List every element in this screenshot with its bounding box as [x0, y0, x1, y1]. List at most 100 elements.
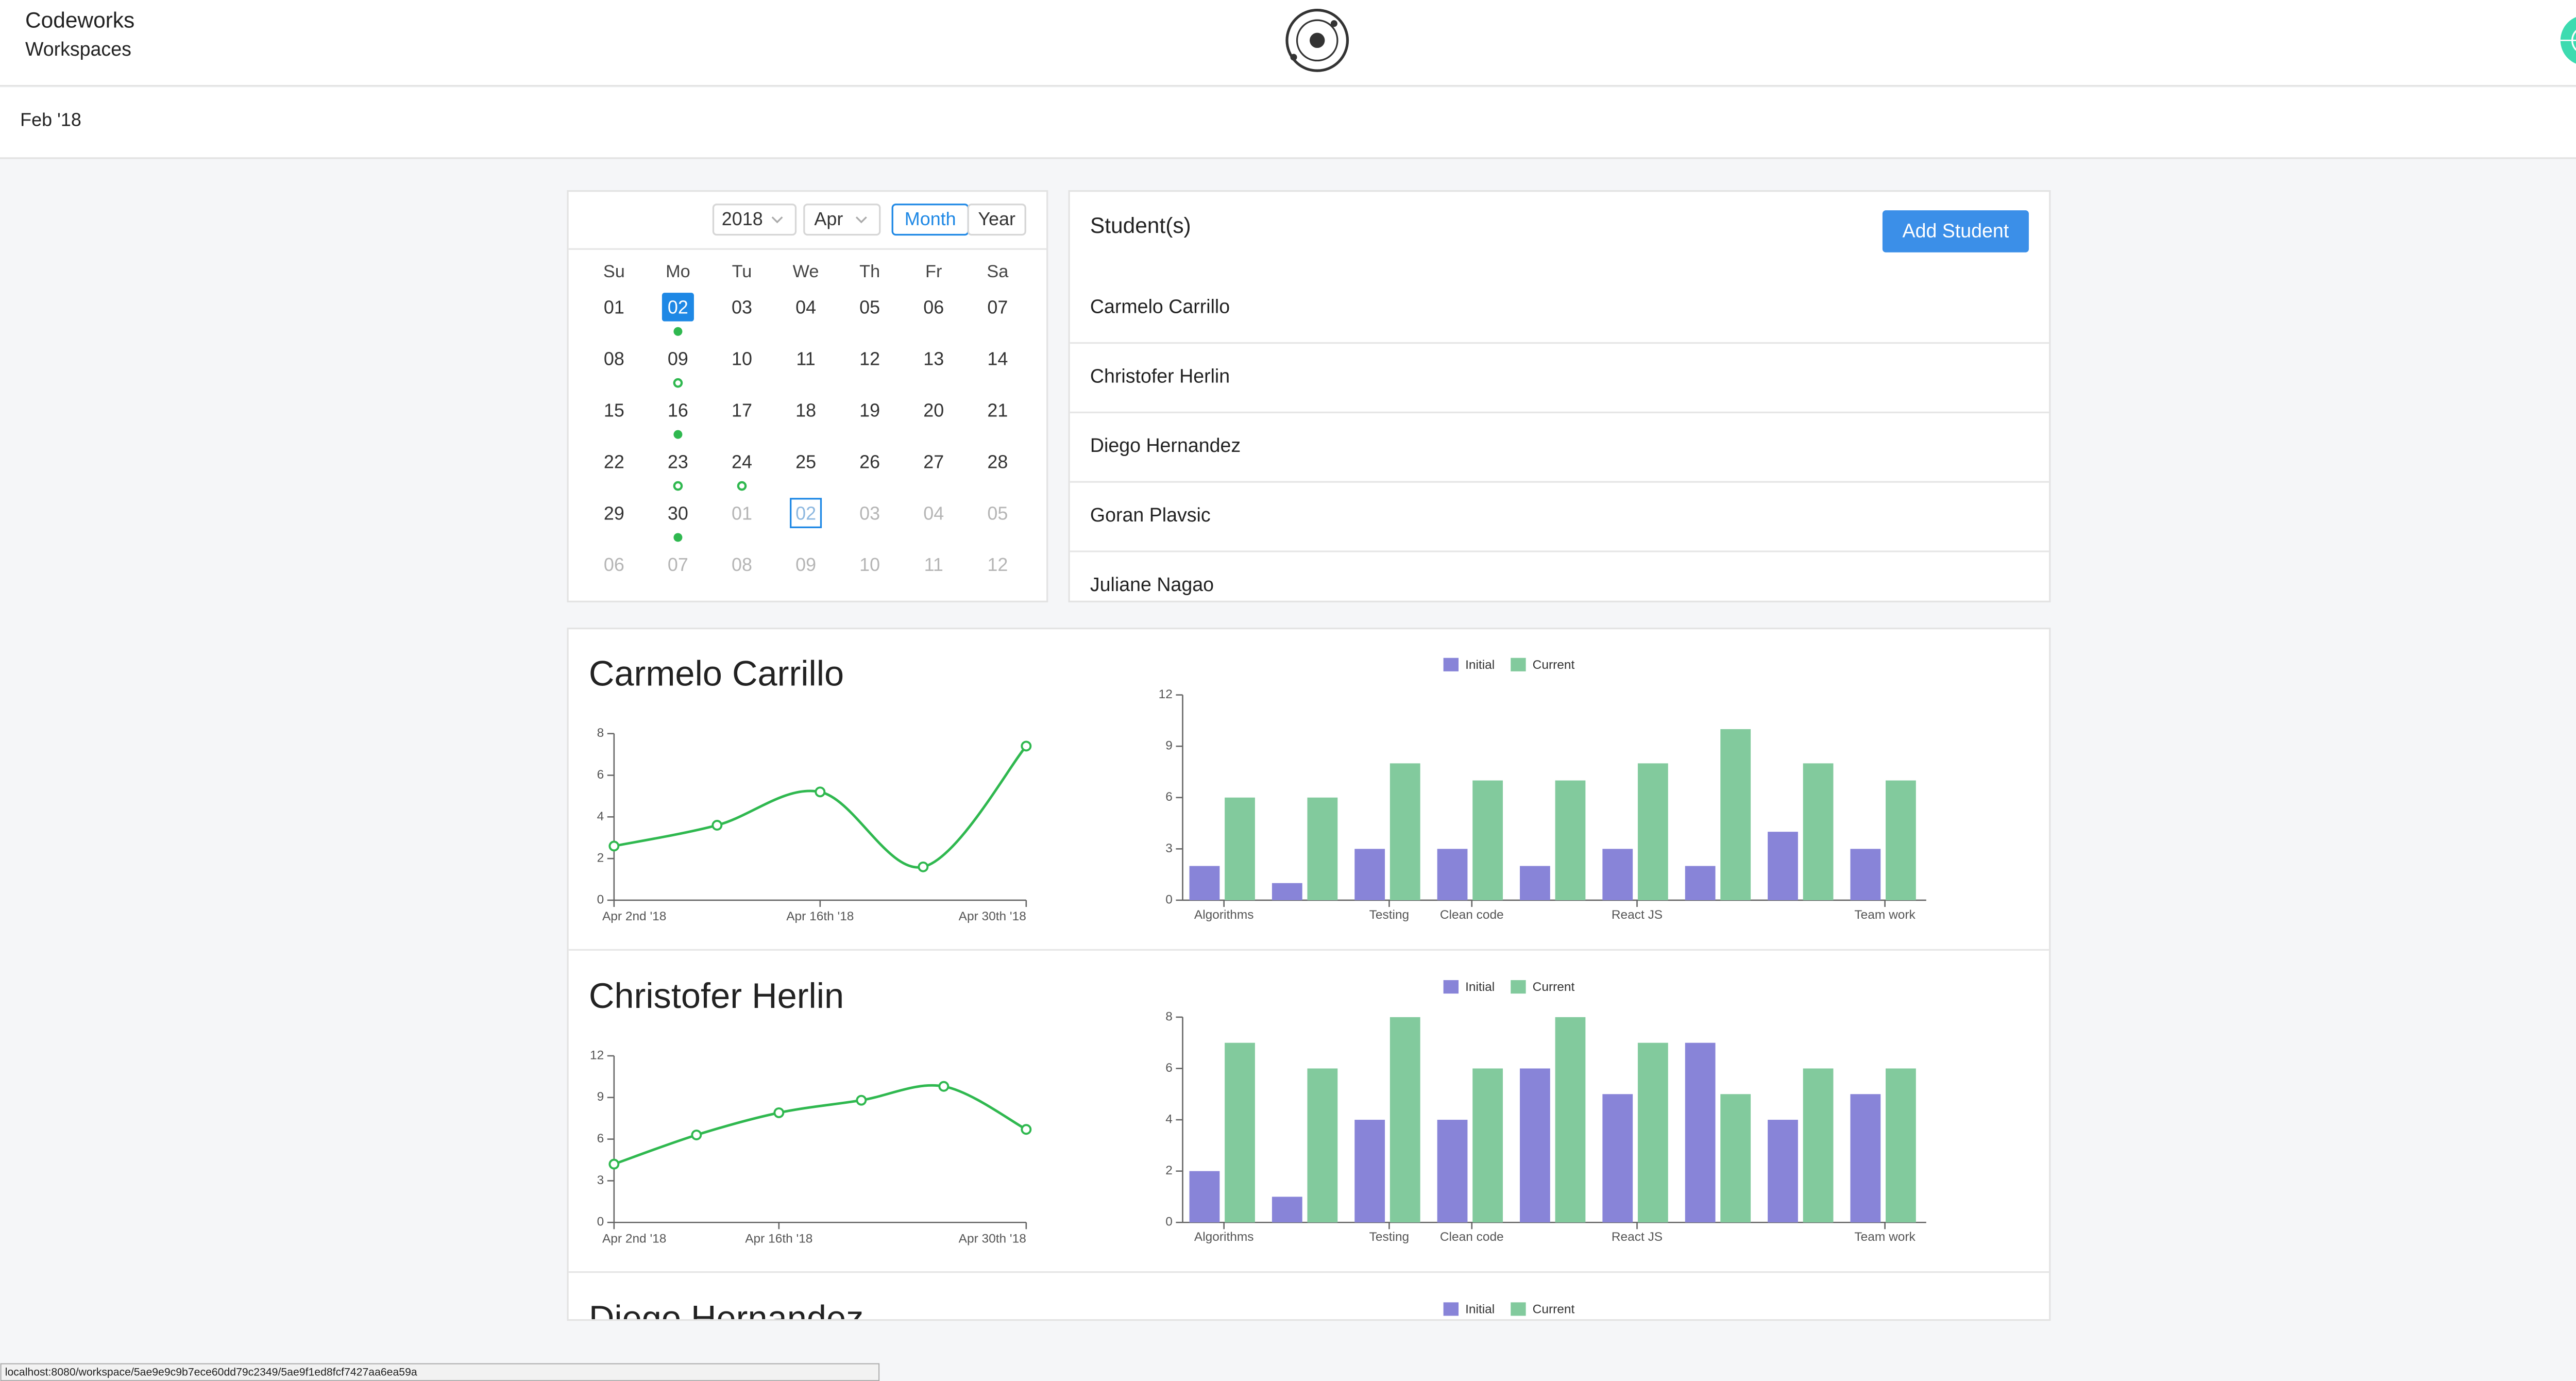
weekday-label: Su	[603, 262, 625, 281]
calendar-day[interactable]: 11	[796, 348, 815, 369]
y-tick-label: 3	[1165, 841, 1173, 855]
bar	[1685, 1042, 1716, 1223]
calendar-day[interactable]: 06	[604, 554, 624, 575]
x-tick-label: React JS	[1612, 1230, 1663, 1244]
calendar-day[interactable]: 05	[987, 502, 1008, 524]
status-url: localhost:8080/workspace/5ae9e9c9b7ece60…	[5, 1366, 417, 1378]
x-tick-label: Testing	[1369, 1230, 1410, 1244]
y-tick-label: 0	[597, 1215, 604, 1229]
outlined-day[interactable]	[790, 498, 822, 528]
bar	[1637, 1042, 1668, 1223]
selected-day[interactable]	[662, 293, 694, 322]
view-toggle-label[interactable]: Month	[905, 208, 956, 229]
student-card-name: Christofer Herlin	[589, 976, 844, 1016]
student-name[interactable]: Christofer Herlin	[1090, 365, 1230, 386]
calendar-day[interactable]: 27	[923, 451, 944, 472]
calendar-day[interactable]: 08	[604, 348, 624, 369]
bar	[1720, 1094, 1751, 1223]
month-select[interactable]	[803, 204, 881, 236]
app-title[interactable]: Codeworks	[25, 8, 134, 32]
bar	[1803, 1068, 1834, 1223]
point	[691, 1130, 702, 1140]
bar	[1389, 1017, 1420, 1223]
bar	[1720, 729, 1751, 900]
calendar-day[interactable]: 23	[668, 451, 688, 472]
add-student-button[interactable]	[1882, 210, 2029, 252]
y-tick-label: 12	[1159, 687, 1173, 701]
calendar-day[interactable]: 17	[732, 400, 752, 421]
calendar-day[interactable]: 05	[859, 297, 880, 318]
calendar-day[interactable]: 20	[923, 400, 944, 421]
app-subtitle[interactable]: Workspaces	[25, 38, 131, 60]
avatar[interactable]	[2560, 15, 2576, 65]
calendar-day[interactable]: 28	[987, 451, 1008, 472]
calendar-day[interactable]: 16	[668, 400, 688, 421]
calendar-day[interactable]: 25	[795, 451, 816, 472]
calendar-day[interactable]: 09	[795, 554, 816, 575]
y-tick-label: 2	[597, 851, 604, 865]
calendar-day[interactable]: 04	[923, 502, 944, 524]
event-dot	[673, 533, 683, 542]
calendar-day[interactable]: 18	[795, 400, 816, 421]
calendar-day[interactable]: 12	[859, 348, 880, 369]
calendar-day[interactable]: 24	[732, 451, 752, 472]
x-tick-label: Team work	[1854, 1230, 1916, 1244]
calendar-day[interactable]: 11	[924, 554, 943, 575]
y-tick-label: 9	[1165, 739, 1173, 753]
y-tick-label: 6	[597, 1132, 604, 1146]
calendar-day[interactable]: 02	[668, 297, 688, 318]
calendar-day[interactable]: 10	[732, 348, 752, 369]
calendar-day[interactable]: 26	[859, 451, 880, 472]
calendar-day[interactable]: 30	[668, 502, 688, 524]
weekday-label: Sa	[987, 262, 1009, 281]
calendar-day[interactable]: 14	[987, 348, 1008, 369]
calendar-day[interactable]: 12	[987, 554, 1008, 575]
calendar-day[interactable]: 04	[795, 297, 816, 318]
student-name[interactable]: Carmelo Carrillo	[1090, 295, 1230, 317]
calendar-day[interactable]: 21	[987, 400, 1008, 421]
calendar-day[interactable]: 15	[604, 400, 624, 421]
calendar-day[interactable]: 08	[732, 554, 752, 575]
year-select[interactable]	[712, 204, 797, 236]
calendar-day[interactable]: 22	[604, 451, 624, 472]
calendar-day[interactable]: 01	[604, 297, 624, 318]
view-toggle[interactable]	[967, 204, 1026, 236]
weekday-label: Fr	[925, 262, 942, 281]
line	[614, 745, 1027, 869]
x-tick-label: Apr 2nd '18	[602, 910, 666, 923]
x-tick-label: Apr 16th '18	[786, 910, 854, 923]
legend-label: Initial	[1465, 980, 1495, 994]
month-select-value[interactable]: Apr	[814, 208, 843, 229]
student-name[interactable]: Juliane Nagao	[1090, 574, 1214, 595]
calendar-day[interactable]: 13	[923, 348, 944, 369]
y-tick-label: 9	[597, 1090, 604, 1104]
logo[interactable]	[1285, 8, 1349, 72]
y-tick-label: 6	[597, 768, 604, 782]
student-name[interactable]: Goran Plavsic	[1090, 504, 1211, 526]
calendar-day[interactable]: 10	[859, 554, 880, 575]
calendar-day[interactable]: 09	[668, 348, 688, 369]
add-student-label[interactable]: Add Student	[1903, 220, 2009, 242]
calendar-day[interactable]: 29	[604, 502, 624, 524]
point	[711, 820, 723, 831]
calendar-day[interactable]: 01	[732, 502, 752, 524]
view-toggle-label[interactable]: Year	[978, 208, 1015, 229]
year-select-value[interactable]: 2018	[722, 208, 763, 229]
status-bar	[0, 1363, 880, 1381]
bar	[1520, 1068, 1550, 1223]
calendar-day[interactable]: 03	[732, 297, 752, 318]
calendar-day[interactable]: 07	[987, 297, 1008, 318]
bar	[1850, 849, 1881, 900]
calendar-day[interactable]: 07	[668, 554, 688, 575]
bar	[1685, 866, 1716, 900]
calendar-day[interactable]: 03	[859, 502, 880, 524]
student-name[interactable]: Diego Hernandez	[1090, 434, 1241, 456]
event-dot-hollow	[673, 481, 683, 491]
calendar-day[interactable]: 06	[923, 297, 944, 318]
weekday-label: Mo	[666, 262, 690, 281]
calendar-day[interactable]: 02	[795, 502, 816, 524]
period-label: Feb '18	[20, 109, 81, 130]
legend-swatch	[1443, 1302, 1459, 1316]
calendar-day[interactable]: 19	[859, 400, 880, 421]
bar	[1225, 1042, 1255, 1223]
